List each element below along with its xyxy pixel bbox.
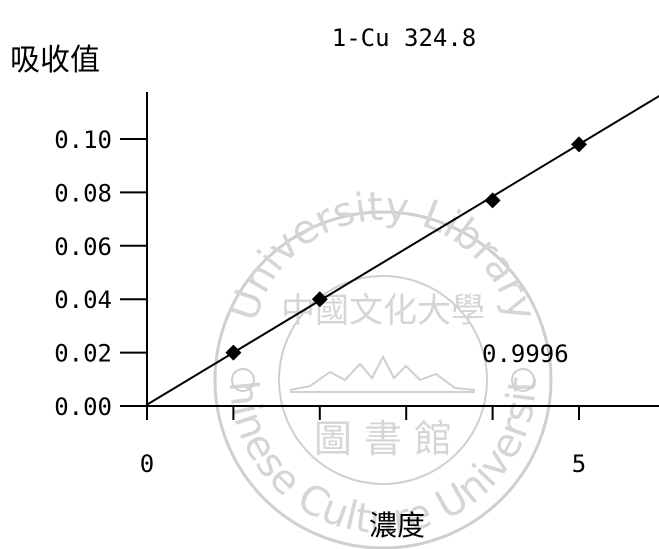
data-point-marker bbox=[311, 291, 328, 308]
y-tick-label: 0.00 bbox=[54, 393, 112, 421]
data-points bbox=[225, 136, 587, 361]
svg-text:圖 書 館: 圖 書 館 bbox=[314, 417, 452, 461]
fit-line bbox=[146, 94, 659, 406]
y-tick-label: 0.10 bbox=[54, 126, 112, 154]
y-tick-label: 0.02 bbox=[54, 340, 112, 368]
x-tick-label: 5 bbox=[572, 450, 586, 478]
data-point-marker bbox=[484, 192, 501, 209]
fit-line-group bbox=[146, 94, 659, 406]
y-tick-label: 0.06 bbox=[54, 233, 112, 261]
chart-title: 1-Cu 324.8 bbox=[332, 24, 477, 52]
data-point-marker bbox=[571, 136, 587, 153]
correlation-annotation: 0.9996 bbox=[482, 340, 569, 368]
svg-text:中國文化大學: 中國文化大學 bbox=[281, 291, 485, 331]
y-tick-label: 0.08 bbox=[54, 179, 112, 207]
x-axis-label: 濃度 bbox=[369, 509, 425, 542]
y-axis-label: 吸收值 bbox=[10, 43, 100, 78]
library-watermark-seal: University Library Chinese Culture Unive… bbox=[0, 0, 553, 549]
data-point-marker bbox=[225, 344, 242, 361]
y-ticks: 0.00 0.02 0.04 0.06 0.08 0.10 bbox=[54, 126, 147, 421]
y-tick-label: 0.04 bbox=[54, 286, 112, 314]
x-tick-label: 0 bbox=[140, 450, 154, 478]
